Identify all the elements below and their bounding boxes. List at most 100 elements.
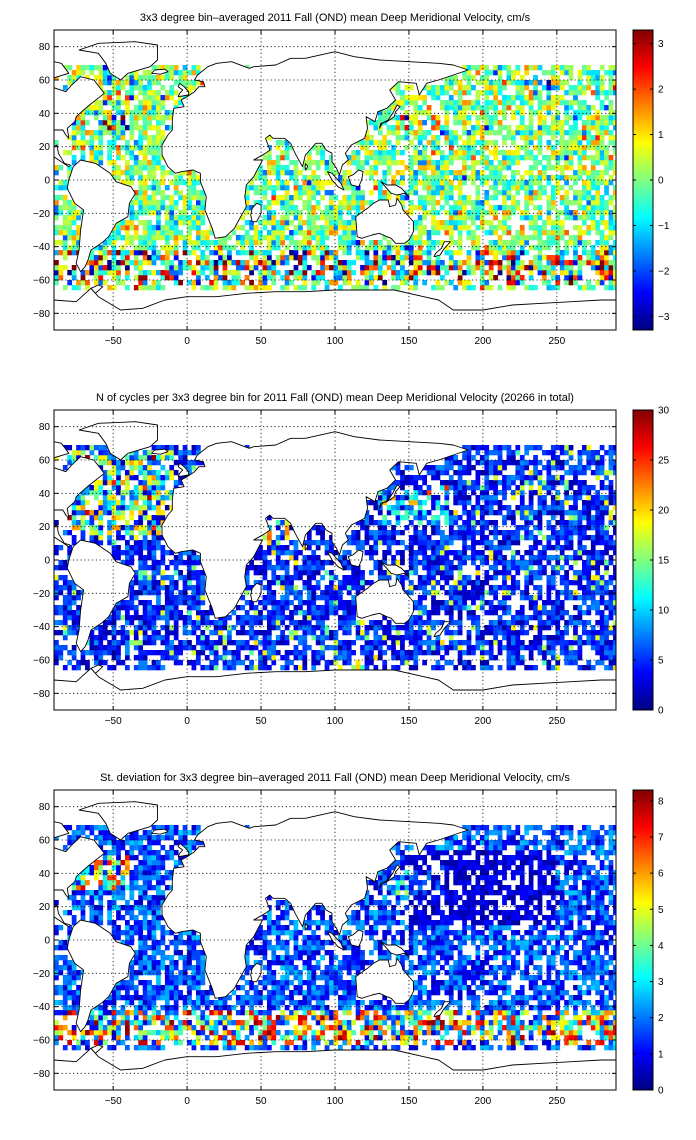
heatmap-bin <box>595 205 601 211</box>
heatmap-bin <box>373 265 379 271</box>
heatmap-bin <box>76 615 81 621</box>
heatmap-bin <box>506 75 512 81</box>
heatmap-bin <box>479 105 485 111</box>
heatmap-bin <box>484 175 490 181</box>
heatmap-bin <box>289 575 294 581</box>
heatmap-bin <box>360 195 365 201</box>
heatmap-bin <box>413 130 419 136</box>
heatmap-bin <box>54 610 59 616</box>
heatmap-bin <box>262 255 268 261</box>
heatmap-bin <box>133 230 139 236</box>
heatmap-bin <box>80 515 86 521</box>
heatmap-bin <box>546 90 552 96</box>
heatmap-bin <box>573 210 578 216</box>
heatmap-bin <box>271 195 277 201</box>
heatmap-bin <box>262 595 268 601</box>
heatmap-bin <box>293 610 299 616</box>
heatmap-bin <box>160 195 166 201</box>
heatmap-bin <box>373 665 379 671</box>
heatmap-bin <box>253 235 259 241</box>
heatmap-bin <box>457 80 463 86</box>
heatmap-bin <box>351 595 357 601</box>
heatmap-bin <box>435 115 441 121</box>
heatmap-bin <box>315 230 321 236</box>
heatmap-bin <box>262 535 268 541</box>
heatmap-bin <box>54 250 59 256</box>
heatmap-bin <box>187 235 192 241</box>
heatmap-bin <box>386 105 392 111</box>
heatmap-bin <box>266 160 272 166</box>
heatmap-bin <box>590 165 596 171</box>
heatmap-bin <box>54 590 59 596</box>
heatmap-bin <box>124 75 130 81</box>
heatmap-bin <box>142 200 148 206</box>
heatmap-bin <box>151 485 157 491</box>
heatmap-bin <box>395 100 401 106</box>
heatmap-bin <box>266 200 272 206</box>
heatmap-bin <box>360 650 365 656</box>
heatmap-bin <box>382 150 388 156</box>
heatmap-bin <box>262 660 268 666</box>
heatmap-bin <box>333 635 339 641</box>
heatmap-bin <box>599 255 605 261</box>
heatmap-bin <box>102 250 108 256</box>
heatmap-bin <box>129 70 135 76</box>
heatmap-bin <box>377 255 383 261</box>
heatmap-bin <box>80 280 86 286</box>
heatmap-bin <box>306 580 312 586</box>
heatmap-bin <box>315 540 321 546</box>
heatmap-bin <box>577 165 583 171</box>
heatmap-bin <box>138 90 144 96</box>
heatmap-bin <box>244 615 250 621</box>
heatmap-bin <box>435 85 441 91</box>
heatmap-bin <box>382 135 388 141</box>
heatmap-bin <box>275 560 281 566</box>
heatmap-bin <box>568 70 574 76</box>
heatmap-bin <box>258 555 263 561</box>
heatmap-bin <box>448 105 454 111</box>
heatmap-bin <box>178 210 183 216</box>
heatmap-bin <box>337 210 343 216</box>
heatmap-bin <box>475 255 481 261</box>
heatmap-bin <box>133 485 139 491</box>
heatmap-bin <box>89 140 95 146</box>
heatmap-bin <box>475 160 481 166</box>
heatmap-bin <box>160 545 166 551</box>
heatmap-bin <box>448 210 454 216</box>
heatmap-bin <box>595 180 601 186</box>
heatmap-bin <box>510 210 516 216</box>
heatmap-bin <box>613 245 616 251</box>
heatmap-bin <box>440 125 445 131</box>
heatmap-bin <box>124 175 130 181</box>
heatmap-bin <box>71 210 77 216</box>
heatmap-bin <box>586 225 592 231</box>
heatmap-bin <box>408 495 414 501</box>
heatmap-bin <box>555 150 561 156</box>
heatmap-bin <box>107 620 112 626</box>
heatmap-bin <box>364 280 370 286</box>
heatmap-bin <box>440 175 445 181</box>
heatmap-bin <box>306 205 312 211</box>
heatmap-bin <box>506 255 512 261</box>
heatmap-bin <box>116 490 121 496</box>
heatmap-bin <box>147 590 152 596</box>
heatmap-bin <box>577 110 583 116</box>
heatmap-bin <box>431 90 436 96</box>
heatmap-bin <box>590 160 596 166</box>
heatmap-bin <box>595 220 601 226</box>
heatmap-bin <box>98 525 104 531</box>
heatmap-bin <box>249 265 254 271</box>
heatmap-bin <box>360 620 365 626</box>
heatmap-bin <box>138 645 144 651</box>
heatmap-bin <box>191 280 197 286</box>
heatmap-bin <box>484 260 490 266</box>
heatmap-bin <box>422 200 427 206</box>
heatmap-bin <box>178 480 183 486</box>
heatmap-bin <box>457 195 463 201</box>
heatmap-bin <box>337 285 343 291</box>
heatmap-bin <box>435 230 441 236</box>
heatmap-bin <box>502 80 507 86</box>
heatmap-bin <box>93 480 99 486</box>
heatmap-bin <box>417 585 423 591</box>
heatmap-bin <box>404 510 410 516</box>
